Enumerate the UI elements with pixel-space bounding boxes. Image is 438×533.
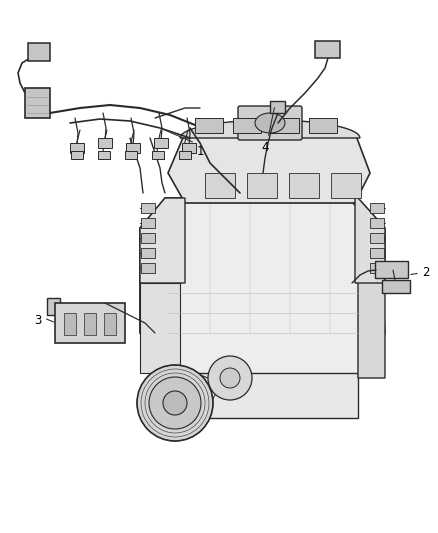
Polygon shape: [271, 118, 299, 133]
Polygon shape: [140, 198, 168, 333]
Circle shape: [208, 356, 252, 400]
Circle shape: [220, 368, 240, 388]
Polygon shape: [370, 248, 384, 258]
Circle shape: [137, 365, 213, 441]
Polygon shape: [370, 233, 384, 243]
Polygon shape: [370, 203, 384, 213]
Polygon shape: [375, 261, 408, 278]
FancyBboxPatch shape: [238, 106, 302, 140]
Polygon shape: [168, 133, 370, 203]
Polygon shape: [182, 143, 196, 153]
Polygon shape: [140, 198, 385, 378]
Text: 2: 2: [422, 266, 430, 279]
Polygon shape: [270, 101, 285, 113]
Polygon shape: [140, 283, 180, 373]
Polygon shape: [104, 313, 116, 335]
Polygon shape: [125, 151, 137, 159]
Polygon shape: [141, 203, 155, 213]
Polygon shape: [141, 233, 155, 243]
Polygon shape: [247, 173, 277, 198]
Ellipse shape: [255, 113, 285, 133]
Polygon shape: [141, 218, 155, 228]
Polygon shape: [195, 118, 223, 133]
Polygon shape: [233, 118, 261, 133]
Polygon shape: [140, 198, 185, 283]
Polygon shape: [141, 263, 155, 273]
Circle shape: [163, 391, 187, 415]
Polygon shape: [168, 373, 358, 418]
Text: 4: 4: [261, 141, 269, 154]
Polygon shape: [98, 138, 112, 148]
Polygon shape: [98, 151, 110, 159]
Polygon shape: [28, 43, 50, 61]
Polygon shape: [47, 298, 60, 315]
Polygon shape: [154, 138, 168, 148]
Polygon shape: [70, 143, 84, 153]
Polygon shape: [355, 198, 385, 283]
Polygon shape: [84, 313, 96, 335]
Polygon shape: [331, 173, 361, 198]
Polygon shape: [71, 151, 83, 159]
Polygon shape: [179, 151, 191, 159]
Polygon shape: [358, 198, 385, 378]
Text: 1: 1: [197, 145, 205, 158]
Polygon shape: [370, 263, 384, 273]
Text: 3: 3: [35, 313, 42, 327]
Polygon shape: [55, 303, 125, 343]
Polygon shape: [315, 41, 340, 58]
Polygon shape: [141, 248, 155, 258]
Polygon shape: [289, 173, 319, 198]
Polygon shape: [152, 151, 164, 159]
Polygon shape: [126, 143, 140, 153]
Polygon shape: [370, 218, 384, 228]
Polygon shape: [25, 88, 50, 118]
Circle shape: [149, 377, 201, 429]
Polygon shape: [180, 120, 360, 138]
Polygon shape: [382, 280, 410, 293]
Polygon shape: [64, 313, 76, 335]
Polygon shape: [309, 118, 337, 133]
Polygon shape: [205, 173, 235, 198]
